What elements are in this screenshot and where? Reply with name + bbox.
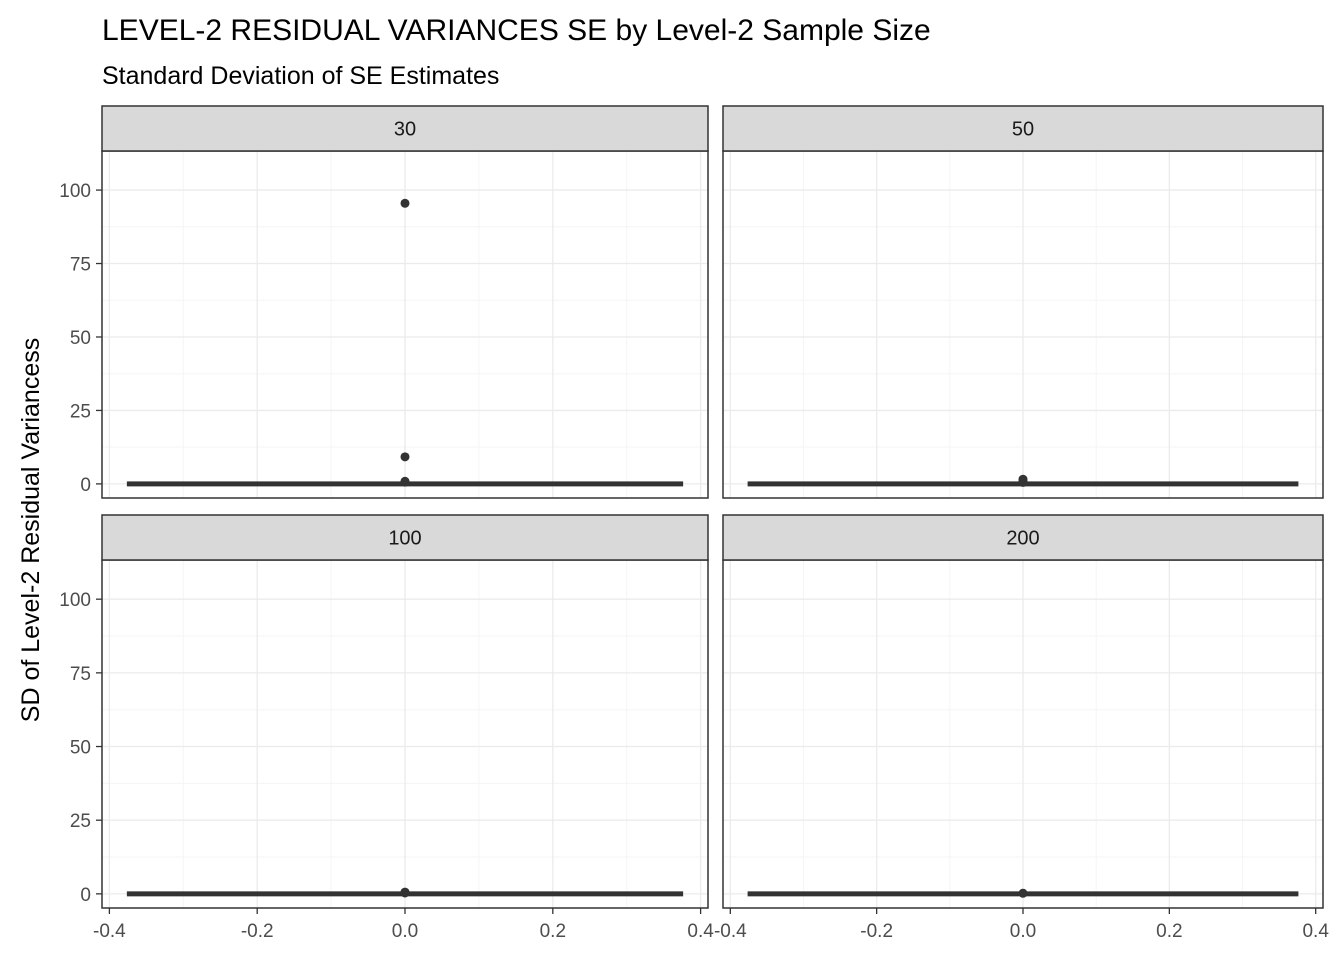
- y-tick-label: 0: [80, 475, 91, 496]
- facet-strip-label: 100: [388, 528, 421, 550]
- x-tick-label: -0.4: [714, 921, 747, 942]
- x-tick-label: -0.2: [860, 921, 893, 942]
- y-tick-label: 75: [70, 664, 91, 685]
- facet-strip: [722, 105, 1324, 152]
- y-tick-label: 25: [70, 811, 91, 832]
- chart-subtitle: Standard Deviation of SE Estimates: [102, 62, 499, 90]
- x-tick-label: -0.2: [241, 921, 274, 942]
- x-tick-label: 0.4: [687, 921, 714, 942]
- outlier-point: [1018, 477, 1028, 487]
- y-tick-label: 50: [70, 738, 91, 759]
- outlier-point: [400, 452, 410, 462]
- x-tick-label: 0.2: [540, 921, 566, 942]
- facet-strip-label: 200: [1006, 528, 1039, 550]
- x-tick-label: 0.4: [1302, 921, 1329, 942]
- x-tick-label: 0.0: [1010, 921, 1036, 942]
- facet-panels: 30 0 25 50 75 100 50 100 0 25 50 75 100 -0.4 -0.2 0.0 0.…: [59, 105, 1329, 942]
- x-tick-label: -0.4: [93, 921, 126, 942]
- y-tick-label: 100: [59, 181, 91, 202]
- facet-panel-30: 30 0 25 50 75 100: [59, 105, 709, 499]
- facet-strip: [101, 105, 709, 152]
- facet-panel-200: 200 -0.4 -0.2 0.0 0.2 0.4: [714, 514, 1329, 942]
- outlier-point: [400, 198, 410, 208]
- y-tick-label: 100: [59, 590, 91, 611]
- y-tick-label: 25: [70, 401, 91, 422]
- facet-strip: [722, 514, 1324, 561]
- y-tick-label: 75: [70, 255, 91, 276]
- x-tick-label: 0.0: [392, 921, 418, 942]
- chart-title: LEVEL-2 RESIDUAL VARIANCES SE by Level-2…: [102, 14, 931, 47]
- facet-strip: [101, 514, 709, 561]
- y-tick-label: 0: [80, 885, 91, 906]
- outlier-point: [1018, 888, 1028, 898]
- y-tick-label: 50: [70, 328, 91, 349]
- facet-strip-label: 30: [394, 119, 416, 141]
- x-tick-label: 0.2: [1156, 921, 1182, 942]
- outlier-point: [400, 477, 410, 487]
- facet-panel-100: 100 0 25 50 75 100 -0.4 -0.2 0.0 0.2 0.4: [59, 514, 714, 942]
- facet-panel-50: 50: [722, 105, 1324, 499]
- facet-strip-label: 50: [1012, 119, 1034, 141]
- y-axis-label: SD of Level-2 Residual Variancess: [17, 338, 45, 722]
- outlier-point: [400, 888, 410, 898]
